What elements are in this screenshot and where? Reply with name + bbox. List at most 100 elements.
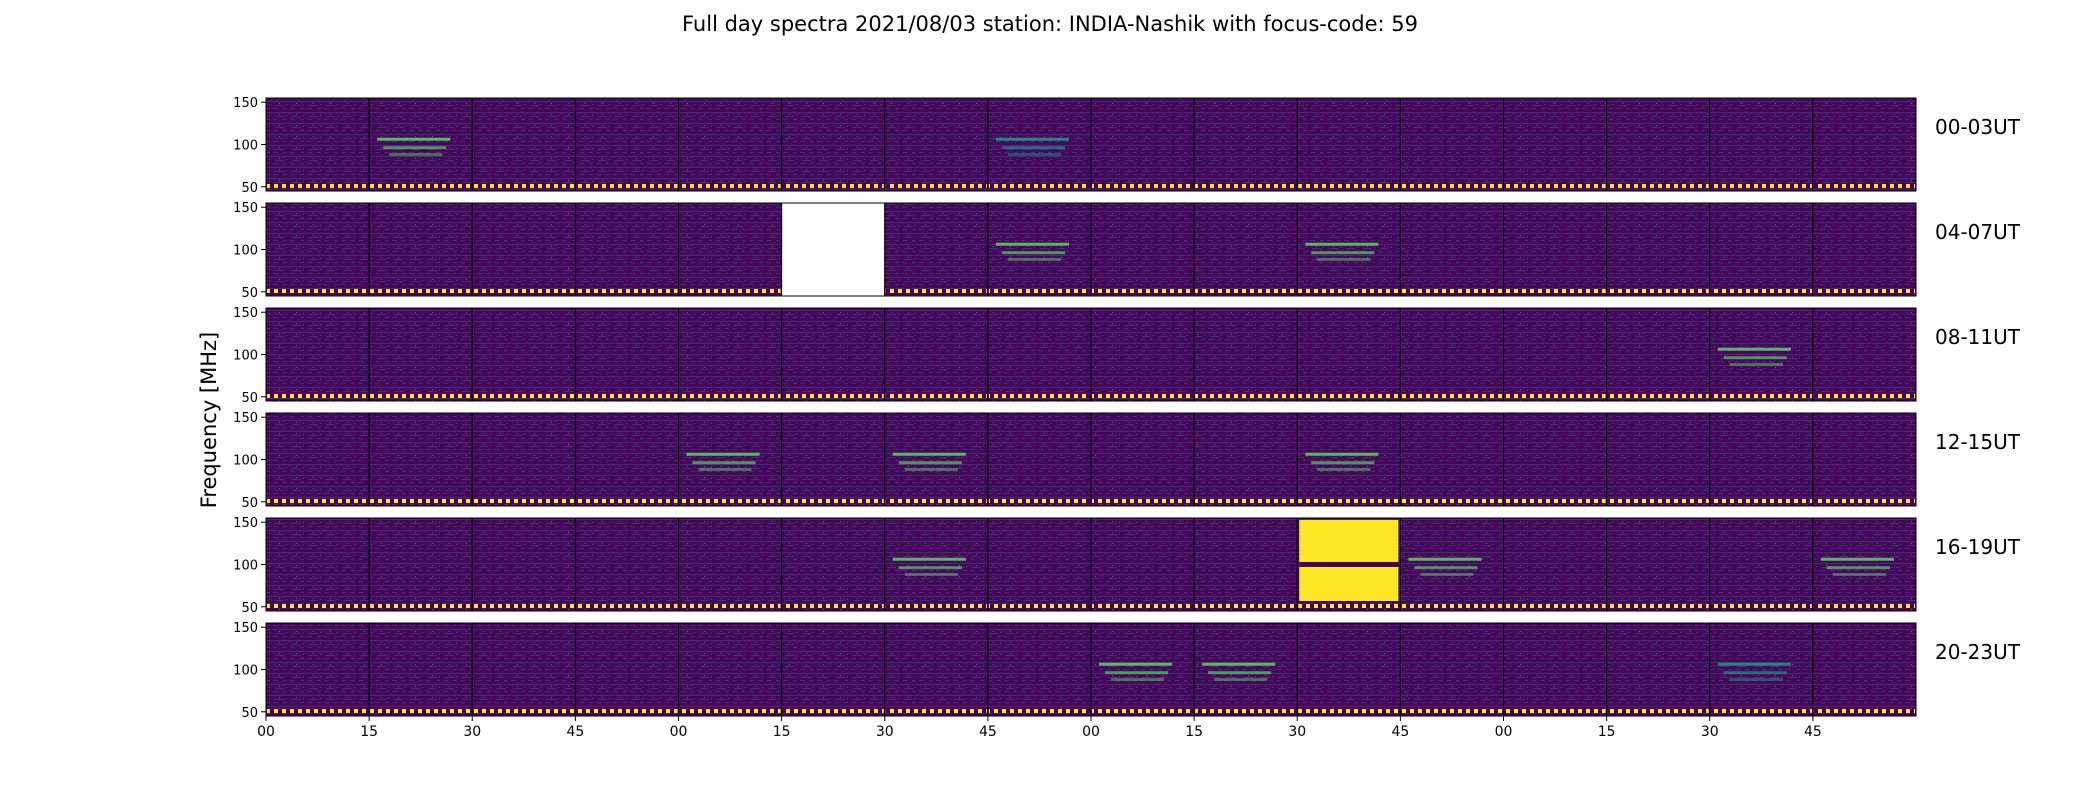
panel-marker-strip [576,289,678,293]
panel-marker-strip [1504,289,1606,293]
spectral-event-mark [1832,572,1886,576]
row-time-label: 08-11UT [1935,325,2021,349]
spectrum-panel [574,622,679,717]
x-tick-label: 00 [670,724,688,740]
spectral-event-mark [1826,566,1890,570]
panel-marker-strip [679,394,781,398]
spectrum-panel [471,307,576,402]
spectrum-panel [1812,517,1917,612]
spectrum-panel [1503,517,1608,612]
panel-marker-strip [473,709,575,713]
y-tick-label: 100 [233,454,258,469]
panel-marker-strip [473,184,575,188]
panel-marker-strip [576,394,678,398]
spectrum-panel [884,97,989,192]
spectrum-panel [1193,412,1298,507]
panel-marker-strip [473,394,575,398]
spectrum-panel [574,202,679,297]
chart-title: Full day spectra 2021/08/03 station: IND… [682,12,1418,36]
panel-marker-strip [1504,709,1606,713]
spectral-event-mark [904,467,958,471]
panel-marker-strip [1195,604,1297,608]
spectrum-panel [368,412,473,507]
panel-marker-strip [267,604,369,608]
spectra-row: 150 100 50 16-19UT [233,516,2021,616]
spectrum-panel [471,202,576,297]
x-tick-label: 15 [1598,724,1616,740]
panel-marker-strip [1401,289,1503,293]
x-tick-label: 30 [1288,724,1306,740]
spectrum-panel [884,202,989,297]
spectral-event-mark [383,146,447,150]
panel-marker-strip [370,289,472,293]
panel-marker-strip [267,499,369,503]
y-tick-label: 50 [241,706,258,721]
spectral-event-gap [1299,561,1399,567]
spectrum-panel [1193,202,1298,297]
row-time-label: 12-15UT [1935,430,2021,454]
spectral-event-mark [1414,566,1478,570]
panel-marker-strip [1092,604,1194,608]
spectrum-panel [1193,622,1298,717]
spectrum-panel [987,202,1092,297]
spectral-event-mark [995,242,1069,246]
panel-marker-strip [1092,184,1194,188]
spectral-event-mark [1299,520,1399,601]
y-tick-label: 150 [233,201,258,216]
panel-marker-strip [1504,499,1606,503]
panel-marker-strip [885,289,987,293]
panel-marker-strip [1813,394,1915,398]
spectrum-panel [1503,412,1608,507]
panel-marker-strip [1504,604,1606,608]
panel-marker-strip [1298,394,1400,398]
panel-marker-strip [267,289,369,293]
spectrum-panel [781,517,886,612]
spectrum-panel [1709,97,1814,192]
panel-marker-strip [1298,184,1400,188]
spectral-event-mark [1723,671,1787,675]
panel-marker-strip [1710,394,1812,398]
x-tick-label: 00 [1082,724,1100,740]
spectral-event-mark [1305,452,1379,456]
panel-marker-strip [1298,709,1400,713]
panel-marker-strip [1092,499,1194,503]
y-tick-label: 100 [233,244,258,259]
spectrum-panel [987,97,1092,192]
spectrum-panel [678,97,783,192]
spectral-event-mark [1820,557,1894,561]
spectrum-panel [265,202,370,297]
panel-marker-strip [370,394,472,398]
panel-marker-strip [782,499,884,503]
panel-marker-strip [1092,709,1194,713]
panel-marker-strip [988,184,1090,188]
panel-marker-strip [1710,289,1812,293]
spectrum-panel [471,622,576,717]
row-time-label: 16-19UT [1935,535,2021,559]
panel-marker-strip [885,184,987,188]
spectrum-panel [1399,412,1504,507]
y-tick-label: 150 [233,516,258,531]
panel-marker-strip [1092,394,1194,398]
spectrum-panel [1606,97,1711,192]
panel-marker-strip [1092,289,1194,293]
x-tick-label: 30 [1701,724,1719,740]
panel-marker-strip [679,709,781,713]
panel-marker-strip [1607,604,1709,608]
spectral-event-mark [1317,257,1371,261]
spectrum-panel [1812,202,1917,297]
panel-marker-strip [1710,604,1812,608]
spectral-event-mark [1007,257,1061,261]
spectrum-panel [471,97,576,192]
y-tick-label: 50 [241,496,258,511]
panel-marker-strip [1813,604,1915,608]
panel-marker-strip [1195,709,1297,713]
spectrum-panel [678,307,783,402]
panel-marker-strip [1401,394,1503,398]
spectral-event-mark [1105,671,1169,675]
x-tick-label: 45 [979,724,997,740]
panel-marker-strip [885,709,987,713]
spectrum-panel [368,622,473,717]
spectrum-panel [265,307,370,402]
spectra-row: 150 100 50 04-07UT [233,201,2021,301]
panel-marker-strip [370,184,472,188]
